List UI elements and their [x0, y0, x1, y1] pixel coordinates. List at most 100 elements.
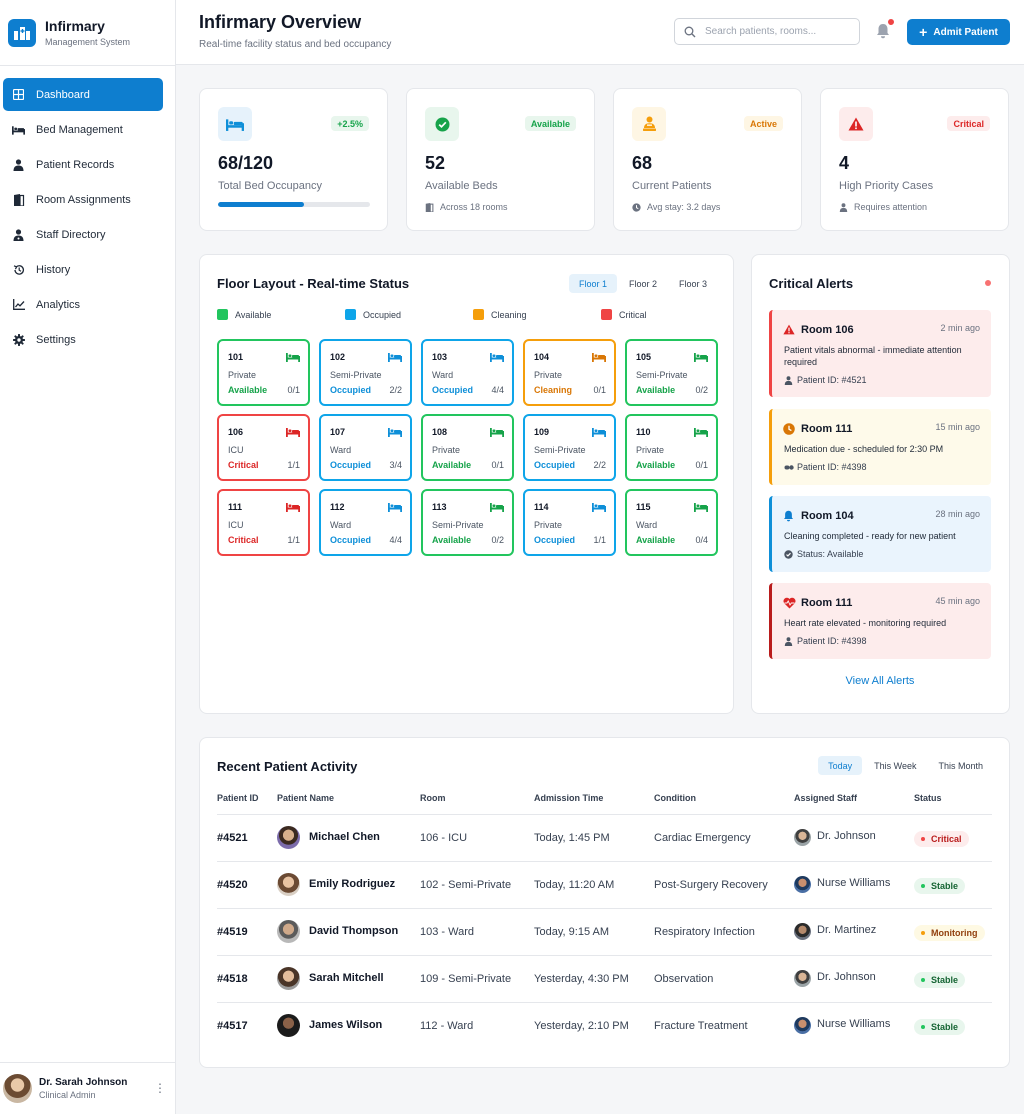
- table-row[interactable]: #4520 Emily Rodriguez 102 - Semi-Private To…: [217, 861, 992, 908]
- stat-card-available-beds: Available 52 Available Beds Across 18 ro…: [406, 88, 595, 231]
- room-status: Occupied: [330, 535, 372, 545]
- status-dot: [921, 884, 925, 888]
- admit-patient-button[interactable]: + Admit Patient: [907, 19, 1010, 45]
- alerts-title: Critical Alerts: [769, 276, 854, 291]
- status-badge: Critical: [914, 831, 969, 847]
- floor-layout-panel: Floor Layout - Real-time Status Floor 1 …: [199, 254, 734, 714]
- table-row[interactable]: #4518 Sarah Mitchell 109 - Semi-Private Yes…: [217, 955, 992, 1002]
- room-card-104[interactable]: 104 Private Cleaning 0/1: [523, 339, 616, 406]
- table-row[interactable]: #4519 David Thompson 103 - Ward Today, 9:15…: [217, 908, 992, 955]
- legend-swatch: [601, 309, 612, 320]
- tab-floor-3[interactable]: Floor 3: [678, 278, 707, 289]
- room-card-114[interactable]: 114 Private Occupied 1/1: [523, 489, 616, 556]
- room-status: Occupied: [534, 460, 576, 470]
- room-card-102[interactable]: 102 Semi-Private Occupied 2/2: [319, 339, 412, 406]
- search-box[interactable]: [674, 18, 860, 45]
- patient-name: David Thompson: [309, 925, 399, 937]
- room-card-113[interactable]: 113 Semi-Private Available 0/2: [421, 489, 514, 556]
- sidebar-item-staff-directory[interactable]: Staff Directory: [3, 218, 163, 251]
- column-header: Room: [420, 793, 446, 803]
- room-status: Occupied: [432, 385, 474, 395]
- room-card-111[interactable]: 111 ICU Critical 1/1: [217, 489, 310, 556]
- view-all-alerts-link[interactable]: View All Alerts: [845, 675, 915, 687]
- room-card-103[interactable]: 103 Ward Occupied 4/4: [421, 339, 514, 406]
- assigned-staff: Nurse Williams: [817, 877, 891, 889]
- room-status: Available: [636, 460, 676, 470]
- sidebar-item-patient-records[interactable]: Patient Records: [3, 148, 163, 181]
- room-status: Available: [636, 535, 676, 545]
- search-input[interactable]: [705, 26, 845, 37]
- more-vertical-icon[interactable]: ⋮: [154, 1081, 166, 1095]
- check-circle-icon: [425, 107, 459, 141]
- alert-card[interactable]: Room 111 15 min ago Medication due - sch…: [769, 409, 991, 485]
- alert-card[interactable]: Room 104 28 min ago Cleaning completed -…: [769, 496, 991, 572]
- room-type: Ward: [432, 370, 454, 380]
- room-card-110[interactable]: 110 Private Available 0/1: [625, 414, 718, 481]
- room-type: Private: [534, 370, 563, 380]
- sidebar-item-dashboard[interactable]: Dashboard: [3, 78, 163, 111]
- room-card-101[interactable]: 101 Private Available 0/1: [217, 339, 310, 406]
- tab-today[interactable]: Today: [818, 756, 863, 775]
- room-card-106[interactable]: 106 ICU Critical 1/1: [217, 414, 310, 481]
- legend-label: Critical: [619, 309, 647, 320]
- room-card-109[interactable]: 109 Semi-Private Occupied 2/2: [523, 414, 616, 481]
- room-status: Available: [432, 535, 472, 545]
- sidebar-item-room-assignments[interactable]: Room Assignments: [3, 183, 163, 216]
- sidebar-item-label: Patient Records: [36, 158, 115, 171]
- legend-swatch: [217, 309, 228, 320]
- alert-card[interactable]: Room 111 45 min ago Heart rate elevated …: [769, 583, 991, 659]
- warning-triangle-icon: [839, 107, 873, 141]
- tab-this-week[interactable]: This Week: [874, 760, 917, 771]
- stat-label: Total Bed Occupancy: [218, 180, 322, 192]
- room-occupancy: 2/2: [389, 385, 402, 395]
- table-row[interactable]: #4517 James Wilson 112 - Ward Yesterday, 2:…: [217, 1002, 992, 1049]
- legend-label: Occupied: [363, 309, 402, 320]
- alert-time: 28 min ago: [935, 509, 980, 519]
- tab-floor-1[interactable]: Floor 1: [568, 274, 617, 293]
- bed-icon: [490, 427, 504, 437]
- room-card-105[interactable]: 105 Semi-Private Available 0/2: [625, 339, 718, 406]
- table-row[interactable]: #4521 Michael Chen 106 - ICU Today, 1:45 PM…: [217, 814, 992, 861]
- legend-label: Available: [235, 309, 272, 320]
- sidebar-item-bed-management[interactable]: Bed Management: [3, 113, 163, 146]
- tab-this-month[interactable]: This Month: [938, 760, 983, 771]
- stat-card-high-priority: Critical 4 High Priority Cases Requires …: [820, 88, 1009, 231]
- status-badge: Stable: [914, 972, 966, 988]
- status-label: Stable: [931, 1022, 959, 1032]
- admission-time: Today, 1:45 PM: [534, 832, 610, 844]
- alert-meta: Patient ID: #4398: [784, 636, 867, 646]
- patient-icon: [784, 375, 793, 385]
- notification-bell-icon[interactable]: [876, 19, 894, 39]
- patient-name: James Wilson: [309, 1019, 383, 1031]
- avatar: [794, 829, 811, 846]
- room-cell: 112 - Ward: [420, 1020, 474, 1032]
- patient-name: Michael Chen: [309, 831, 380, 843]
- condition: Observation: [654, 973, 714, 985]
- sidebar-nav: Dashboard Bed Management Patient Records…: [0, 66, 175, 356]
- status-label: Stable: [931, 881, 959, 891]
- warning-triangle-icon: [783, 324, 795, 336]
- room-card-108[interactable]: 108 Private Available 0/1: [421, 414, 514, 481]
- room-occupancy: 1/1: [287, 535, 300, 545]
- status-label: Critical: [931, 834, 962, 844]
- page-subtitle: Real-time facility status and bed occupa…: [199, 39, 392, 50]
- room-card-107[interactable]: 107 Ward Occupied 3/4: [319, 414, 412, 481]
- sidebar-item-label: Room Assignments: [36, 193, 131, 206]
- patient-name: Sarah Mitchell: [309, 972, 384, 984]
- status-dot: [921, 1025, 925, 1029]
- column-header: Patient Name: [277, 793, 335, 803]
- alert-card[interactable]: Room 106 2 min ago Patient vitals abnorm…: [769, 310, 991, 397]
- brand-name: Infirmary: [45, 18, 105, 34]
- sidebar-item-history[interactable]: History: [3, 253, 163, 286]
- room-card-115[interactable]: 115 Ward Available 0/4: [625, 489, 718, 556]
- status-badge: Monitoring: [914, 925, 985, 941]
- tab-floor-2[interactable]: Floor 2: [628, 278, 657, 289]
- current-user[interactable]: Dr. Sarah Johnson Clinical Admin ⋮: [0, 1062, 176, 1114]
- floor-layout-title: Floor Layout - Real-time Status: [217, 276, 410, 291]
- sidebar-item-analytics[interactable]: Analytics: [3, 288, 163, 321]
- recent-activity-panel: Recent Patient Activity Today This Week …: [199, 737, 1010, 1068]
- room-type: ICU: [228, 520, 244, 530]
- bed-icon: [490, 352, 504, 362]
- sidebar-item-settings[interactable]: Settings: [3, 323, 163, 356]
- room-card-112[interactable]: 112 Ward Occupied 4/4: [319, 489, 412, 556]
